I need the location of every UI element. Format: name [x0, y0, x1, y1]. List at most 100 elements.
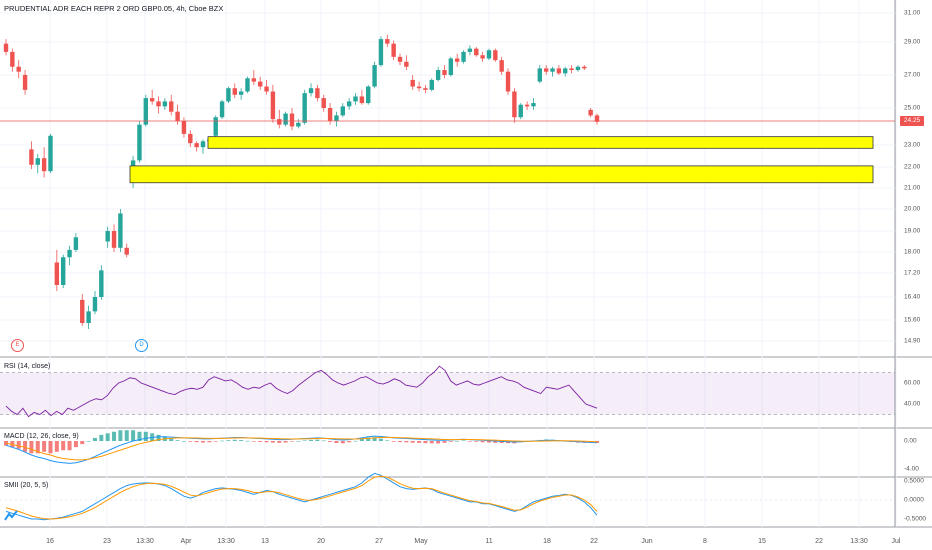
time-tick-label: 22 — [815, 538, 823, 545]
time-tick-label: 13:30 — [136, 538, 154, 545]
candle-body — [35, 158, 40, 165]
macd-histogram-bar — [112, 431, 117, 441]
time-tick-label: May — [414, 538, 428, 545]
macd-histogram-bar — [309, 439, 314, 441]
macd-histogram-bar — [499, 441, 504, 444]
price-tick-label: 19.00 — [904, 227, 921, 235]
candle-body — [575, 66, 581, 71]
candle-body — [270, 91, 276, 120]
candle-body — [442, 70, 447, 75]
macd-histogram-bar — [296, 441, 301, 442]
candle-body — [105, 231, 110, 242]
candle-body — [429, 79, 434, 90]
macd-histogram-bar — [283, 441, 288, 443]
macd-histogram-bar — [86, 441, 91, 442]
symbol-title: PRUDENTIAL ADR EACH REPR 2 ORD GBP0.05, … — [4, 4, 224, 13]
candle-body — [353, 96, 358, 102]
macd-histogram-bar — [289, 441, 294, 442]
macd-tick-label: 0.00 — [904, 437, 917, 445]
macd-histogram-bar — [474, 441, 479, 442]
candle-body — [378, 39, 384, 66]
macd-histogram-bar — [486, 441, 491, 443]
macd-histogram-bar — [232, 439, 237, 441]
macd-histogram-bar — [423, 441, 428, 444]
candle-body — [169, 101, 174, 112]
earnings-event-marker[interactable]: E — [11, 339, 24, 352]
time-tick-label: 11 — [485, 538, 493, 545]
candle-body — [10, 51, 15, 67]
candle-body — [296, 122, 301, 127]
candle-body — [302, 93, 307, 123]
macd-histogram-bar — [595, 441, 599, 444]
macd-histogram-bar — [92, 437, 97, 441]
candle-body — [372, 65, 377, 87]
macd-histogram-bar — [143, 431, 148, 441]
candle-body — [124, 247, 129, 255]
macd-histogram-bar — [493, 441, 498, 443]
price-tick-label: 31.00 — [904, 9, 921, 17]
macd-histogram-bar — [156, 434, 161, 441]
candle-body — [334, 115, 339, 121]
time-tick-label: Apr — [180, 538, 192, 545]
candle-body — [391, 43, 396, 57]
macd-histogram-bar — [54, 441, 59, 452]
price-tick-label: 25.00 — [904, 104, 921, 112]
time-tick-label: 20 — [317, 538, 325, 545]
macd-histogram-bar — [99, 434, 104, 441]
price-tick-label: 29.00 — [904, 38, 921, 46]
macd-histogram-bar — [258, 441, 263, 442]
candle-body — [454, 58, 460, 62]
macd-histogram-bar — [251, 441, 256, 442]
dividend-event-marker[interactable]: D — [135, 339, 148, 352]
candle-body — [588, 109, 593, 116]
price-tick-label: 27.00 — [904, 71, 921, 79]
macd-histogram-bar — [118, 430, 123, 441]
time-tick-label: 15 — [758, 538, 766, 545]
macd-histogram-bar — [201, 441, 205, 443]
smii-pane-title[interactable]: SMII (20, 5, 5) — [4, 482, 49, 489]
highlight-zone-1 — [207, 136, 874, 149]
last-price-label: 24.25 — [900, 116, 924, 126]
candle-body — [385, 39, 390, 44]
macd-histogram-bar — [385, 440, 390, 441]
macd-histogram-bar — [48, 441, 53, 454]
candle-body — [48, 135, 53, 172]
macd-histogram-bar — [188, 441, 193, 442]
candle-body — [556, 68, 562, 74]
macd-histogram-bar — [315, 439, 320, 441]
candle-body — [200, 141, 206, 148]
macd-histogram-bar — [391, 441, 396, 442]
time-tick-label: 22 — [590, 538, 598, 545]
candle-body — [486, 50, 492, 59]
macd-histogram-bar — [169, 438, 174, 441]
macd-histogram-bar — [29, 441, 34, 454]
macd-histogram-bar — [239, 440, 244, 441]
macd-histogram-bar — [105, 433, 110, 441]
candle-body — [512, 91, 517, 118]
time-tick-label: 27 — [375, 538, 383, 545]
price-tick-label: 16.40 — [904, 293, 921, 301]
tradingview-logo-icon — [4, 510, 18, 521]
price-tick-label: 23.00 — [904, 141, 921, 149]
candle-body — [219, 101, 225, 118]
macd-pane-title[interactable]: MACD (12, 26, close, 9) — [4, 433, 79, 440]
rsi-pane-title[interactable]: RSI (14, close) — [4, 363, 51, 370]
time-tick-label: 13:30 — [217, 538, 235, 545]
macd-tick-label: -4.00 — [904, 465, 919, 473]
candle-body — [16, 66, 21, 72]
smii-tick-label: 0.5000 — [904, 477, 924, 485]
candle-body — [493, 50, 498, 61]
macd-histogram-bar — [245, 440, 250, 442]
macd-histogram-bar — [175, 440, 180, 441]
candle-body — [60, 257, 66, 285]
candle-body — [92, 297, 98, 312]
candle-body — [143, 98, 149, 125]
macd-histogram-bar — [328, 441, 333, 442]
smii-signal-line — [5, 475, 598, 520]
candle-body — [448, 58, 454, 75]
candle-body — [550, 68, 555, 72]
macd-histogram-bar — [270, 441, 275, 443]
candle-body — [118, 213, 123, 248]
macd-histogram-bar — [194, 441, 199, 443]
